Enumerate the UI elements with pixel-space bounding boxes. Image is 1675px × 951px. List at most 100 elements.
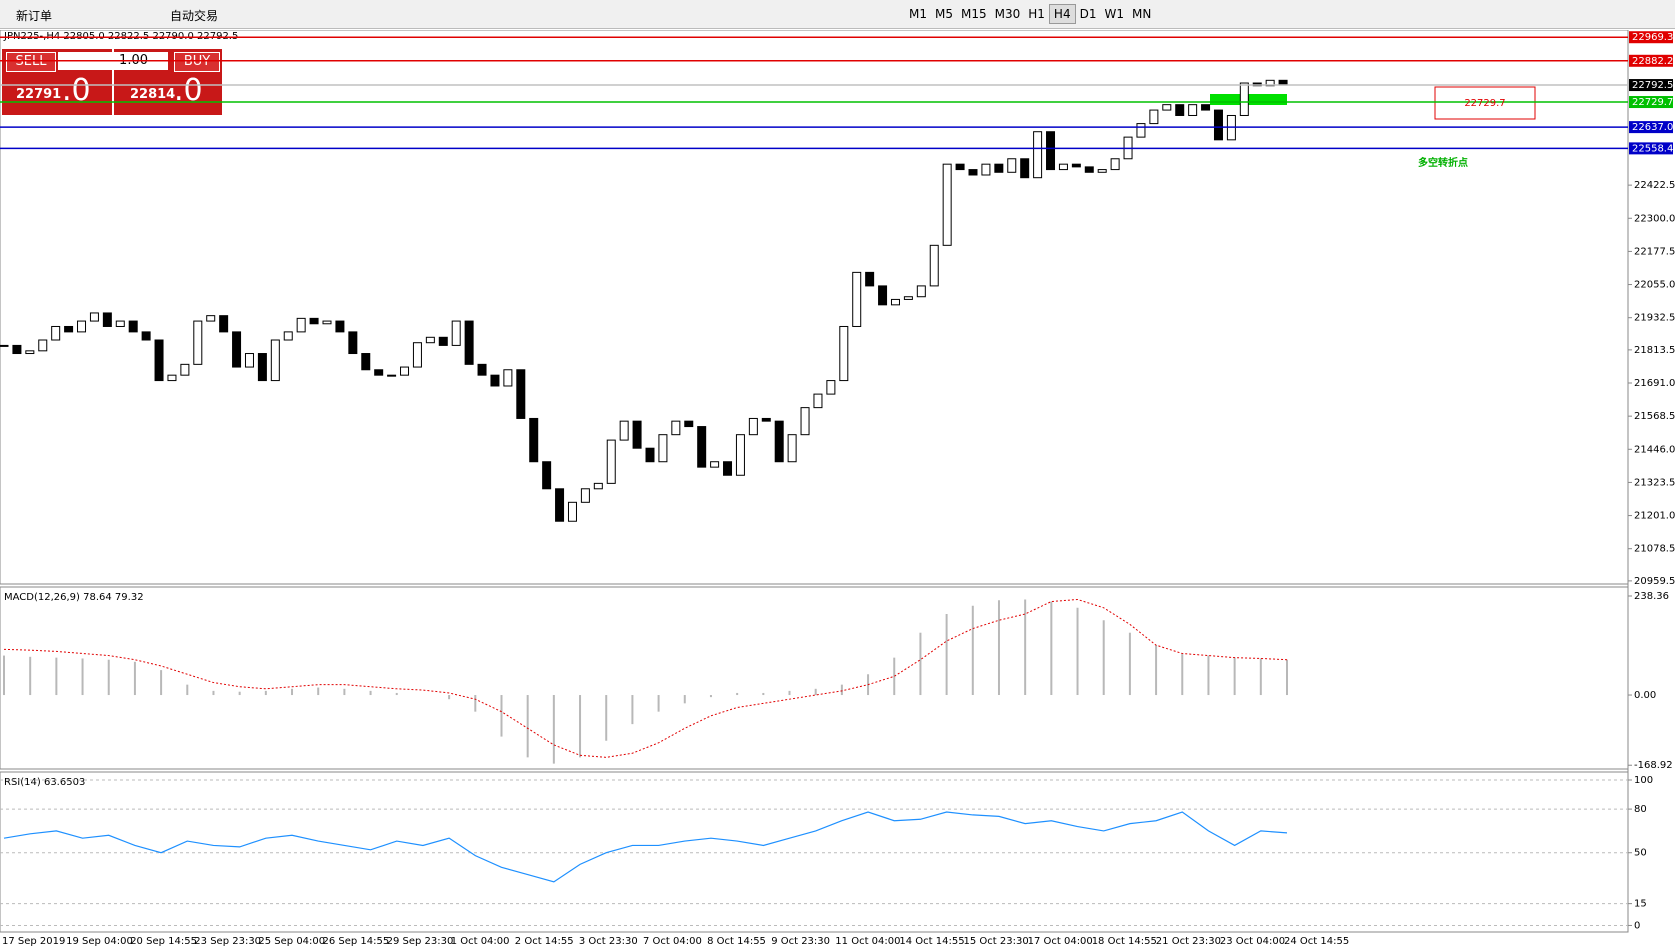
x-tick-label: 20 Sep 14:55: [130, 936, 197, 947]
candle: [1071, 163, 1081, 168]
timeframe[interactable]: D1: [1079, 7, 1097, 21]
y-tick-label: 21932.5: [1634, 313, 1675, 324]
x-tick-label: 18 Oct 14:55: [1092, 936, 1157, 947]
y-tick-label: 22055.0: [1634, 280, 1675, 291]
candle: [425, 336, 435, 344]
candle: [219, 315, 229, 333]
candle: [451, 320, 461, 346]
level-box: [1629, 96, 1673, 109]
candle: [12, 344, 22, 355]
candle: [878, 285, 888, 306]
candle: [490, 374, 500, 387]
chart: JPN225-,H4 22805.0 22822.5 22790.0 22792…: [0, 30, 1675, 947]
candle: [0, 344, 9, 347]
candle: [464, 320, 474, 365]
candle: [1097, 169, 1107, 173]
candle: [1175, 104, 1185, 116]
x-tick-label: 29 Sep 23:30: [387, 936, 454, 947]
x-tick-label: 17 Sep 2019: [2, 936, 65, 947]
candle: [270, 339, 280, 382]
timeframe[interactable]: H4: [1048, 4, 1076, 24]
level-box: [1629, 31, 1673, 44]
candle: [1136, 123, 1146, 138]
y-tick-label: 50: [1634, 848, 1647, 859]
candle: [89, 312, 99, 322]
candle: [994, 163, 1004, 173]
candle: [606, 439, 616, 484]
x-tick-label: 14 Oct 14:55: [899, 936, 964, 947]
candle: [309, 317, 319, 325]
timeframe[interactable]: W1: [1104, 7, 1124, 21]
level-box: [1629, 121, 1673, 134]
level-label: 22558.4: [1632, 143, 1673, 154]
y-tick-label: 22422.5: [1634, 180, 1675, 191]
level-box: [1629, 54, 1673, 67]
x-tick-label: 24 Oct 14:55: [1284, 936, 1349, 947]
timeframe[interactable]: M30: [994, 7, 1021, 21]
y-tick-label: 80: [1634, 804, 1647, 815]
auto-trade[interactable]: 自动交易: [170, 9, 219, 23]
candle: [555, 488, 565, 522]
timeframe[interactable]: MN: [1131, 7, 1152, 21]
candle: [542, 461, 552, 490]
buy-button[interactable]: BUY: [174, 52, 220, 72]
x-tick-label: 7 Oct 04:00: [643, 936, 702, 947]
candle: [748, 417, 758, 436]
x-tick-label: 15 Oct 23:30: [964, 936, 1029, 947]
x-tick-label: 19 Sep 04:00: [66, 936, 133, 947]
candle: [916, 285, 926, 298]
candle: [412, 342, 422, 368]
candle: [852, 271, 862, 327]
level-label: 22637.0: [1632, 122, 1673, 133]
x-tick-label: 2 Oct 14:55: [515, 936, 574, 947]
x-tick-label: 9 Oct 23:30: [771, 936, 830, 947]
candle: [244, 353, 254, 368]
y-tick-label: 21078.5: [1634, 544, 1675, 555]
candle: [813, 393, 823, 409]
x-tick-label: 1 Oct 04:00: [451, 936, 510, 947]
candle: [774, 420, 784, 463]
candle: [1058, 163, 1068, 171]
new-order[interactable]: 新订单: [16, 9, 53, 23]
annotation-price: 22729.7: [1464, 98, 1505, 109]
candle: [1110, 158, 1120, 171]
y-tick-label: 21691.0: [1634, 378, 1675, 389]
timeframe[interactable]: M15: [961, 7, 987, 21]
candle: [929, 244, 939, 287]
candle: [1213, 109, 1223, 141]
panel: [0, 771, 1629, 933]
timeframe[interactable]: M5: [935, 7, 953, 21]
candle: [283, 331, 293, 341]
y-tick-label: 100: [1634, 775, 1653, 786]
y-tick-label: 21323.5: [1634, 477, 1675, 488]
x-tick-label: 11 Oct 04:00: [835, 936, 900, 947]
candle: [697, 426, 707, 468]
candle: [1188, 104, 1198, 116]
panel: [0, 586, 1629, 770]
candle: [438, 336, 448, 346]
candle: [296, 317, 306, 333]
sell-price: 22791: [16, 87, 62, 102]
candle: [1239, 82, 1249, 116]
level-label: 22729.7: [1632, 97, 1673, 108]
signal-line: [3, 598, 1288, 758]
x-tick-label: 21 Oct 23:30: [1156, 936, 1221, 947]
candle: [387, 374, 397, 377]
level-box: [1629, 79, 1673, 92]
panel-title: MACD(12,26,9) 78.64 79.32: [4, 592, 144, 603]
y-tick-label: 22300.0: [1634, 213, 1675, 224]
candle: [865, 271, 875, 287]
candle: [968, 169, 978, 176]
candle: [1046, 131, 1056, 171]
timeframe[interactable]: H1: [1028, 7, 1045, 21]
candle: [400, 366, 410, 376]
candle: [671, 420, 681, 436]
annotation-note: 多空转折点: [1418, 156, 1468, 169]
candle: [77, 320, 87, 333]
annotation-box: [1434, 86, 1536, 120]
y-tick-label: 21201.0: [1634, 511, 1675, 522]
candle: [64, 325, 74, 333]
timeframe[interactable]: M1: [909, 7, 927, 21]
candle: [1007, 158, 1017, 173]
y-tick-label: 20959.5: [1634, 576, 1675, 587]
